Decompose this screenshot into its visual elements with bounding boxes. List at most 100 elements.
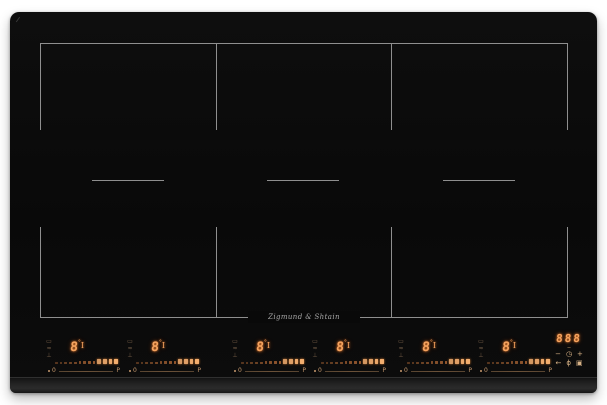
power-level-segment[interactable]: [250, 362, 254, 364]
power-level-segment[interactable]: [64, 362, 68, 364]
power-level-segment[interactable]: [140, 362, 144, 364]
power-level-segment[interactable]: [425, 362, 429, 364]
power-level-segment[interactable]: [189, 359, 194, 364]
power-slider[interactable]: 0 P: [314, 367, 386, 375]
power-level-segment[interactable]: [440, 361, 443, 364]
power-level-segment[interactable]: [259, 362, 263, 364]
power-level-bar[interactable]: [321, 358, 384, 364]
power-level-segment[interactable]: [241, 362, 244, 364]
power-level-segment[interactable]: [88, 361, 91, 364]
power-level-bar[interactable]: [55, 358, 118, 364]
power-level-segment[interactable]: [321, 362, 324, 364]
power-level-segment[interactable]: [520, 361, 523, 364]
power-level-segment[interactable]: [264, 361, 268, 364]
slider-track[interactable]: [490, 370, 546, 372]
power-level-segment[interactable]: [300, 359, 304, 364]
power-level-segment[interactable]: [159, 361, 163, 364]
power-level-segment[interactable]: [108, 359, 113, 364]
power-level-bar[interactable]: [136, 358, 199, 364]
slider-track[interactable]: [324, 370, 380, 372]
power-level-segment[interactable]: [283, 359, 288, 364]
power-level-segment[interactable]: [540, 359, 545, 364]
power-icon[interactable]: ϕ: [566, 359, 571, 367]
slider-track[interactable]: [244, 370, 300, 372]
power-slider[interactable]: 0 P: [129, 367, 201, 375]
power-level-segment[interactable]: [349, 361, 353, 364]
power-level-segment[interactable]: [363, 359, 368, 364]
power-level-segment[interactable]: [466, 359, 470, 364]
power-level-segment[interactable]: [294, 359, 299, 364]
power-level-segment[interactable]: [491, 362, 495, 364]
power-level-segment[interactable]: [444, 361, 448, 364]
power-level-segment[interactable]: [430, 361, 434, 364]
power-level-segment[interactable]: [416, 362, 420, 364]
power-level-bar[interactable]: [407, 358, 470, 364]
slider-track[interactable]: [58, 370, 114, 372]
power-level-segment[interactable]: [330, 362, 334, 364]
power-level-segment[interactable]: [154, 362, 158, 364]
power-level-segment[interactable]: [510, 361, 514, 364]
power-level-segment[interactable]: [184, 359, 188, 364]
power-level-segment[interactable]: [380, 359, 384, 364]
power-level-segment[interactable]: [55, 362, 58, 364]
power-level-segment[interactable]: [535, 359, 539, 364]
child-lock-icon[interactable]: ←: [555, 359, 562, 367]
power-level-segment[interactable]: [421, 362, 424, 364]
power-level-segment[interactable]: [529, 359, 534, 364]
power-level-segment[interactable]: [407, 362, 410, 364]
power-level-segment[interactable]: [150, 362, 153, 364]
power-level-segment[interactable]: [344, 361, 348, 364]
power-level-segment[interactable]: [114, 359, 118, 364]
power-level-segment[interactable]: [325, 362, 329, 364]
power-level-segment[interactable]: [369, 359, 373, 364]
power-level-segment[interactable]: [59, 362, 63, 364]
timer-minus-button[interactable]: −: [555, 350, 561, 358]
power-level-segment[interactable]: [278, 361, 282, 364]
power-level-segment[interactable]: [83, 361, 87, 364]
power-level-segment[interactable]: [289, 359, 293, 364]
power-level-segment[interactable]: [92, 361, 96, 364]
power-level-segment[interactable]: [136, 362, 139, 364]
power-level-segment[interactable]: [546, 359, 550, 364]
power-level-segment[interactable]: [515, 361, 519, 364]
power-level-segment[interactable]: [339, 362, 343, 364]
power-slider[interactable]: 0 P: [48, 367, 120, 375]
power-level-segment[interactable]: [354, 361, 357, 364]
power-level-segment[interactable]: [411, 362, 415, 364]
power-level-segment[interactable]: [449, 359, 454, 364]
power-level-segment[interactable]: [501, 362, 504, 364]
power-level-segment[interactable]: [269, 361, 273, 364]
power-level-segment[interactable]: [245, 362, 249, 364]
power-level-segment[interactable]: [103, 359, 107, 364]
power-level-segment[interactable]: [169, 361, 172, 364]
power-slider[interactable]: 0 P: [400, 367, 472, 375]
power-slider[interactable]: 0 P: [234, 367, 306, 375]
power-level-segment[interactable]: [145, 362, 149, 364]
power-level-segment[interactable]: [78, 361, 82, 364]
power-level-segment[interactable]: [164, 361, 168, 364]
slider-track[interactable]: [410, 370, 466, 372]
power-level-segment[interactable]: [505, 362, 509, 364]
power-level-segment[interactable]: [69, 362, 72, 364]
power-level-segment[interactable]: [524, 361, 528, 364]
power-level-segment[interactable]: [374, 359, 379, 364]
power-level-segment[interactable]: [358, 361, 362, 364]
power-level-segment[interactable]: [435, 361, 439, 364]
power-level-bar[interactable]: [241, 358, 304, 364]
power-level-segment[interactable]: [195, 359, 199, 364]
timer-plus-button[interactable]: +: [577, 350, 583, 358]
power-level-segment[interactable]: [455, 359, 459, 364]
power-level-segment[interactable]: [97, 359, 102, 364]
power-level-segment[interactable]: [255, 362, 258, 364]
power-level-segment[interactable]: [335, 362, 338, 364]
pause-icon[interactable]: ▣: [575, 359, 583, 367]
power-level-segment[interactable]: [178, 359, 183, 364]
power-level-segment[interactable]: [73, 362, 77, 364]
power-level-segment[interactable]: [173, 361, 177, 364]
slider-track[interactable]: [139, 370, 195, 372]
power-level-segment[interactable]: [487, 362, 490, 364]
power-level-segment[interactable]: [496, 362, 500, 364]
power-slider[interactable]: 0 P: [480, 367, 552, 375]
power-level-segment[interactable]: [460, 359, 465, 364]
power-level-bar[interactable]: [487, 358, 550, 364]
